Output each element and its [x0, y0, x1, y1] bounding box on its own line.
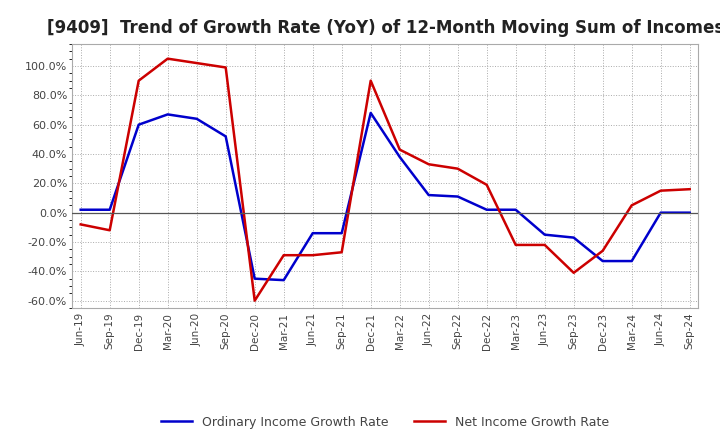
Net Income Growth Rate [482, 182, 491, 187]
Net Income Growth Rate [395, 147, 404, 152]
Ordinary Income Growth Rate [454, 194, 462, 199]
Net Income Growth Rate [511, 242, 520, 248]
Net Income Growth Rate [163, 56, 172, 61]
Ordinary Income Growth Rate [511, 207, 520, 213]
Net Income Growth Rate [308, 253, 317, 258]
Ordinary Income Growth Rate [627, 258, 636, 264]
Ordinary Income Growth Rate [541, 232, 549, 237]
Net Income Growth Rate [657, 188, 665, 193]
Net Income Growth Rate [627, 203, 636, 208]
Ordinary Income Growth Rate [221, 134, 230, 139]
Ordinary Income Growth Rate [482, 207, 491, 213]
Net Income Growth Rate [685, 187, 694, 192]
Net Income Growth Rate [598, 248, 607, 253]
Ordinary Income Growth Rate [279, 278, 288, 283]
Ordinary Income Growth Rate [76, 207, 85, 213]
Ordinary Income Growth Rate [657, 210, 665, 215]
Net Income Growth Rate [221, 65, 230, 70]
Title: [9409]  Trend of Growth Rate (YoY) of 12-Month Moving Sum of Incomes: [9409] Trend of Growth Rate (YoY) of 12-… [47, 19, 720, 37]
Ordinary Income Growth Rate [598, 258, 607, 264]
Ordinary Income Growth Rate [424, 192, 433, 198]
Ordinary Income Growth Rate [395, 154, 404, 160]
Line: Net Income Growth Rate: Net Income Growth Rate [81, 59, 690, 301]
Net Income Growth Rate [454, 166, 462, 171]
Ordinary Income Growth Rate [366, 110, 375, 116]
Ordinary Income Growth Rate [163, 112, 172, 117]
Net Income Growth Rate [338, 249, 346, 255]
Net Income Growth Rate [541, 242, 549, 248]
Ordinary Income Growth Rate [308, 231, 317, 236]
Net Income Growth Rate [135, 78, 143, 83]
Net Income Growth Rate [424, 161, 433, 167]
Net Income Growth Rate [251, 298, 259, 303]
Ordinary Income Growth Rate [338, 231, 346, 236]
Net Income Growth Rate [366, 78, 375, 83]
Ordinary Income Growth Rate [105, 207, 114, 213]
Legend: Ordinary Income Growth Rate, Net Income Growth Rate: Ordinary Income Growth Rate, Net Income … [156, 411, 614, 434]
Ordinary Income Growth Rate [135, 122, 143, 127]
Net Income Growth Rate [76, 222, 85, 227]
Net Income Growth Rate [570, 270, 578, 275]
Net Income Growth Rate [279, 253, 288, 258]
Ordinary Income Growth Rate [192, 116, 201, 121]
Line: Ordinary Income Growth Rate: Ordinary Income Growth Rate [81, 113, 690, 280]
Ordinary Income Growth Rate [570, 235, 578, 240]
Ordinary Income Growth Rate [685, 210, 694, 215]
Ordinary Income Growth Rate [251, 276, 259, 281]
Net Income Growth Rate [105, 227, 114, 233]
Net Income Growth Rate [192, 60, 201, 66]
